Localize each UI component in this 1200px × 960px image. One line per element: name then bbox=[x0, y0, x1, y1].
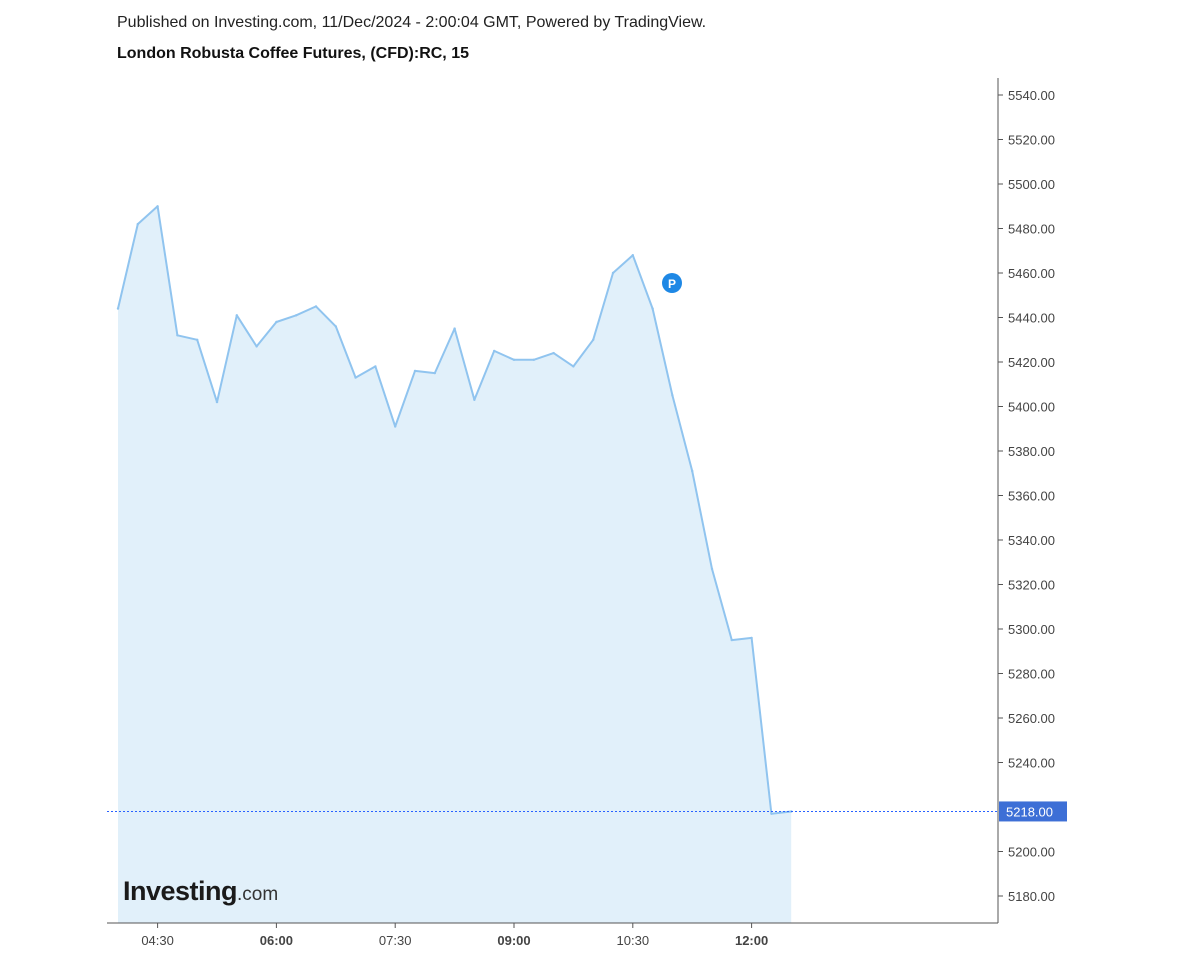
data-point bbox=[611, 271, 615, 275]
data-point bbox=[770, 812, 773, 815]
data-point bbox=[235, 314, 238, 317]
axis-layer: 5540.00 5520.00 5500.00 5480.00 5460.00 5440.… bbox=[107, 78, 1067, 948]
p-marker-label: P bbox=[668, 277, 676, 291]
y-tick-label: 5200.00 bbox=[1008, 845, 1055, 860]
x-tick-label: 04:30 bbox=[141, 933, 174, 948]
data-point bbox=[295, 314, 298, 317]
y-tick-label: 5520.00 bbox=[1008, 133, 1055, 148]
data-point bbox=[413, 369, 417, 373]
data-point bbox=[572, 365, 575, 368]
y-tick-label: 5360.00 bbox=[1008, 489, 1055, 504]
data-point bbox=[156, 205, 159, 208]
area-layer bbox=[116, 205, 793, 924]
data-point bbox=[176, 334, 179, 337]
y-tick-label: 5440.00 bbox=[1008, 311, 1055, 326]
data-point bbox=[314, 305, 318, 308]
y-tick-label: 5240.00 bbox=[1008, 756, 1055, 771]
data-point bbox=[453, 327, 456, 330]
data-point bbox=[334, 325, 337, 328]
data-point bbox=[275, 320, 278, 324]
data-point bbox=[196, 338, 199, 341]
data-point bbox=[730, 638, 733, 642]
data-point bbox=[136, 222, 139, 226]
investing-logo: Investing.com bbox=[123, 876, 278, 907]
data-point bbox=[433, 371, 436, 375]
y-tick-label: 5400.00 bbox=[1008, 400, 1055, 415]
data-point bbox=[116, 307, 120, 310]
y-tick-label: 5540.00 bbox=[1008, 88, 1055, 103]
y-tick-label: 5340.00 bbox=[1008, 533, 1055, 548]
published-info: Published on Investing.com, 11/Dec/2024 … bbox=[117, 14, 707, 31]
y-tick-label: 5380.00 bbox=[1008, 444, 1055, 459]
data-point bbox=[651, 307, 654, 310]
y-tick-label: 5260.00 bbox=[1008, 711, 1055, 726]
data-point bbox=[631, 254, 634, 257]
data-point bbox=[671, 394, 674, 397]
data-point bbox=[552, 351, 555, 355]
data-point bbox=[512, 358, 516, 361]
data-point bbox=[532, 358, 535, 361]
price-area bbox=[118, 206, 792, 924]
data-point bbox=[394, 425, 397, 428]
x-tick-label: 07:30 bbox=[379, 933, 412, 948]
data-point bbox=[215, 400, 219, 404]
x-tick-label: 10:30 bbox=[617, 933, 650, 948]
y-tick-label: 5420.00 bbox=[1008, 355, 1055, 370]
last-price-label: 5218.00 bbox=[1006, 804, 1053, 819]
data-point bbox=[354, 376, 357, 379]
x-tick-label: 09:00 bbox=[497, 933, 530, 948]
x-tick-label: 12:00 bbox=[735, 933, 768, 948]
y-tick-label: 5300.00 bbox=[1008, 622, 1055, 637]
y-tick-label: 5460.00 bbox=[1008, 266, 1055, 281]
last-price-badge bbox=[999, 801, 1067, 822]
data-point bbox=[493, 349, 496, 353]
chart-title: London Robusta Coffee Futures, (CFD):RC,… bbox=[117, 45, 469, 62]
marker-layer: P bbox=[662, 273, 682, 293]
y-tick-label: 5180.00 bbox=[1008, 889, 1055, 904]
data-point bbox=[592, 338, 595, 341]
logo-text: Investing bbox=[123, 876, 238, 906]
y-tick-label: 5280.00 bbox=[1008, 667, 1055, 682]
y-tick-label: 5480.00 bbox=[1008, 222, 1055, 237]
y-tick-label: 5500.00 bbox=[1008, 177, 1055, 192]
x-tick-label: 06:00 bbox=[260, 933, 293, 948]
data-point bbox=[374, 365, 377, 368]
p-marker-icon bbox=[662, 273, 682, 293]
data-point bbox=[473, 398, 476, 401]
data-point bbox=[691, 469, 694, 473]
logo-suffix: .com bbox=[237, 884, 279, 905]
y-tick-label: 5320.00 bbox=[1008, 578, 1055, 593]
data-point bbox=[710, 567, 714, 571]
data-point bbox=[750, 636, 753, 640]
data-point bbox=[255, 345, 258, 348]
